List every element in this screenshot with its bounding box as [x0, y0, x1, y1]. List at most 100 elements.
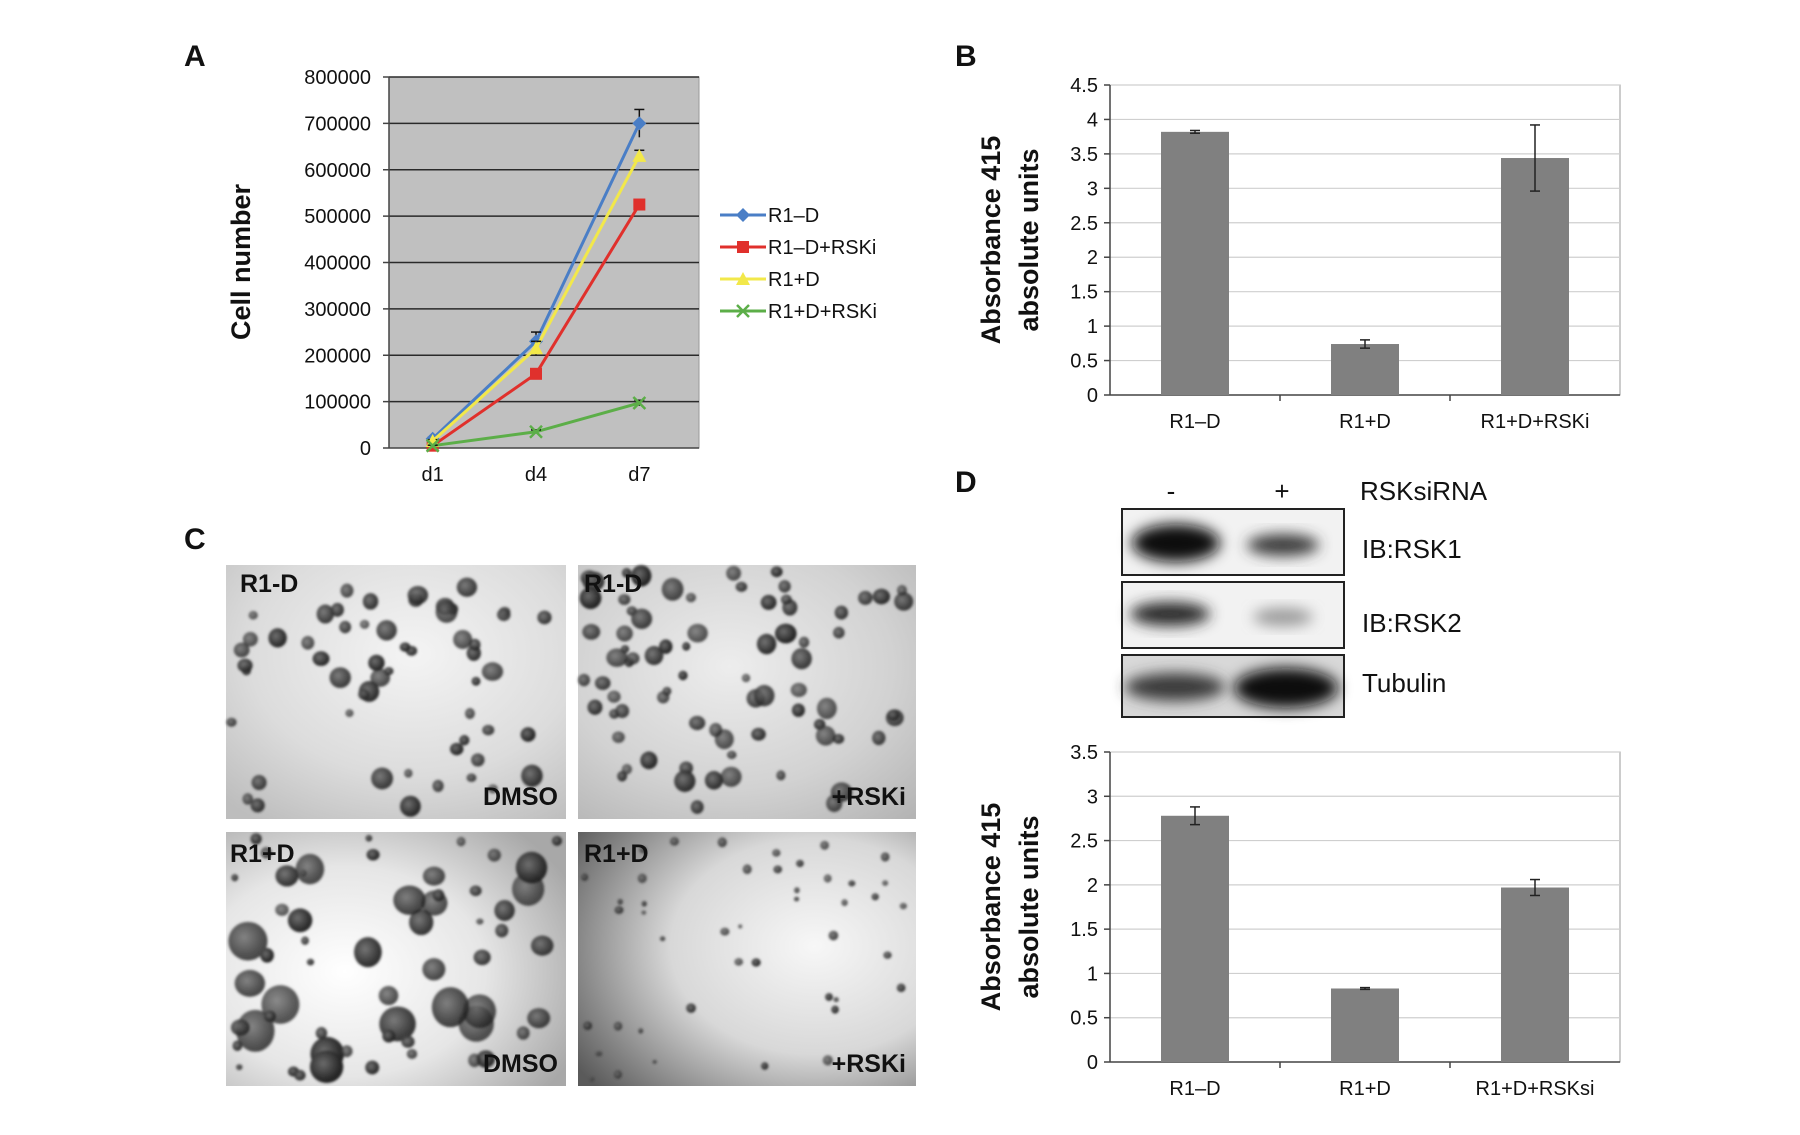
- colony: [294, 1069, 306, 1081]
- blot-strip-rsk2: IB:RSK2: [1121, 581, 1462, 649]
- colony: [309, 1050, 344, 1083]
- panel-letter-b: B: [955, 40, 977, 73]
- colony: [251, 774, 267, 791]
- x-tick-label: R1+D: [1339, 1078, 1391, 1100]
- x-tick-label: R1+D: [1339, 411, 1391, 433]
- y-tick-label: 800000: [304, 67, 371, 89]
- colony: [896, 584, 907, 596]
- legend-marker: [736, 272, 750, 285]
- colony: [495, 923, 509, 938]
- colony: [260, 847, 272, 859]
- y-tick-label: 0.5: [1070, 1008, 1098, 1030]
- colony: [464, 708, 475, 719]
- colony: [720, 927, 730, 936]
- colony: [315, 1027, 328, 1040]
- colony: [232, 1040, 243, 1051]
- band-rsk2-minus: [1130, 602, 1210, 626]
- colony: [834, 605, 849, 620]
- colony: [432, 889, 445, 902]
- colony: [848, 880, 856, 887]
- colony: [678, 670, 688, 681]
- colony: [275, 903, 289, 916]
- panel-a: A 0 100000 200000 300000 400000 500000 600000 7…: [184, 40, 877, 486]
- colony: [606, 648, 628, 667]
- y-tick-label: 2.5: [1070, 831, 1098, 853]
- colony: [753, 684, 775, 707]
- blot-strip-rsk1: IB:RSK1: [1121, 508, 1462, 576]
- colony: [362, 593, 379, 610]
- colony: [741, 673, 751, 683]
- y-axis-title-a: Cell number: [226, 183, 256, 340]
- colony: [831, 1005, 839, 1014]
- panel-letter-d: D: [955, 466, 977, 499]
- colony: [409, 909, 434, 936]
- colony: [833, 626, 845, 639]
- photo-top-label: R1-D: [240, 570, 298, 598]
- y-tick-label: 300000: [304, 299, 371, 321]
- colony: [717, 837, 727, 848]
- colony: [432, 779, 444, 793]
- colony: [709, 723, 723, 737]
- band-rsk1-plus: [1247, 534, 1319, 556]
- colony: [231, 874, 239, 882]
- photo-bottom-label: DMSO: [483, 783, 558, 811]
- colony: [295, 853, 325, 885]
- y-tick-label: 600000: [304, 160, 371, 182]
- colony: [641, 900, 647, 907]
- colony: [468, 1053, 481, 1068]
- photo-top-label: R1-D: [584, 570, 642, 598]
- y-ticks-a: 0 100000 200000 300000 400000 500000 600000 700…: [304, 67, 389, 460]
- colony: [236, 1064, 243, 1071]
- colonies-3: [228, 833, 563, 1083]
- colony: [638, 1028, 644, 1034]
- colony: [471, 676, 481, 686]
- colony: [780, 594, 792, 605]
- legend-a: R1–D R1–D+RSKi R1+D R1+D+RSKi: [720, 205, 877, 323]
- colony: [481, 662, 504, 681]
- colonies-1: [226, 577, 552, 817]
- colony: [828, 930, 839, 941]
- data-point: [530, 367, 542, 380]
- colony: [612, 731, 625, 743]
- x-tick-label: d7: [628, 464, 650, 486]
- colony: [340, 1045, 353, 1058]
- colony: [899, 902, 907, 910]
- photo-r1-d-rski: R1-D +RSKi: [578, 565, 916, 819]
- colony: [494, 900, 515, 921]
- colony: [242, 632, 258, 647]
- colony: [761, 1062, 769, 1070]
- blot-row-label: IB:RSK1: [1362, 534, 1462, 564]
- colony: [770, 566, 783, 578]
- colony: [751, 727, 766, 741]
- colony: [473, 949, 491, 966]
- colony: [621, 567, 632, 578]
- colony: [299, 869, 307, 877]
- data-point: [529, 341, 543, 355]
- colony: [275, 865, 299, 887]
- colony: [872, 588, 891, 605]
- legend-label: R1+D: [768, 269, 820, 291]
- x-tick-label: R1+D+RSKi: [1481, 411, 1590, 433]
- colony: [449, 742, 464, 756]
- bars-b: [1161, 124, 1569, 395]
- colony: [422, 958, 446, 981]
- colony: [871, 893, 879, 901]
- colony: [260, 947, 274, 963]
- legend-marker: [736, 304, 750, 318]
- colony: [773, 865, 783, 874]
- colony: [613, 1021, 623, 1031]
- colony: [399, 795, 421, 817]
- y-tick-label: 0: [1087, 385, 1098, 407]
- colony: [287, 908, 313, 933]
- y-tick-label: 2: [1087, 875, 1098, 897]
- y-tick-label: 3.5: [1070, 144, 1098, 166]
- colony: [686, 1003, 696, 1013]
- colony: [301, 936, 309, 945]
- colony: [578, 673, 590, 687]
- photo-background: [226, 832, 566, 1086]
- y-tick-label: 0: [360, 438, 371, 460]
- panel-d: D - + RSKsiRNA IB:RSK1 IB:RSK2 Tubulin: [955, 466, 1621, 1100]
- colony: [431, 987, 470, 1028]
